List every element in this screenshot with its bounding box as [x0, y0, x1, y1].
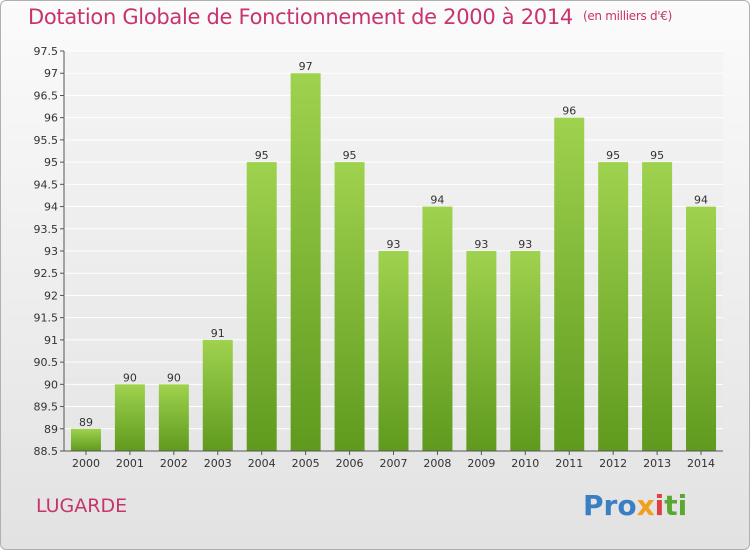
data-label: 94: [430, 194, 444, 207]
y-tick-label: 94.5: [34, 178, 59, 191]
y-tick-label: 95: [44, 156, 58, 169]
data-label: 96: [562, 105, 576, 118]
y-tick-label: 96: [44, 112, 58, 125]
y-tick-label: 88.5: [34, 445, 59, 458]
x-tick-label: 2007: [380, 457, 408, 470]
bar: [642, 162, 673, 451]
x-tick-label: 2013: [643, 457, 671, 470]
data-label: 93: [387, 238, 401, 251]
x-tick-label: 2000: [72, 457, 100, 470]
title-text: Dotation Globale de Fonctionnement de 20…: [28, 5, 573, 29]
chart-title: Dotation Globale de Fonctionnement de 20…: [28, 5, 672, 29]
data-label: 93: [518, 238, 532, 251]
data-label: 95: [343, 149, 357, 162]
bar: [554, 117, 585, 452]
bar: [466, 251, 497, 451]
y-tick-label: 93: [44, 245, 58, 258]
y-tick-label: 92.5: [34, 267, 59, 280]
x-tick-label: 2010: [511, 457, 539, 470]
data-label: 90: [167, 371, 181, 384]
x-tick-label: 2014: [687, 457, 715, 470]
x-tick-label: 2006: [336, 457, 364, 470]
y-tick-label: 89.5: [34, 401, 59, 414]
bar: [114, 384, 145, 451]
bar: [686, 206, 717, 451]
y-tick-label: 91: [44, 334, 58, 347]
data-label: 95: [255, 149, 269, 162]
data-label: 95: [650, 149, 664, 162]
bar: [510, 251, 541, 451]
bar: [378, 251, 409, 451]
bar: [290, 73, 321, 451]
y-tick-label: 91.5: [34, 312, 59, 325]
y-tick-label: 94: [44, 201, 58, 214]
y-tick-label: 97.5: [34, 45, 59, 58]
x-tick-label: 2008: [423, 457, 451, 470]
bar: [334, 162, 365, 451]
proxiti-logo: Proxiti: [583, 489, 688, 522]
x-tick-label: 2001: [116, 457, 144, 470]
x-tick-label: 2009: [467, 457, 495, 470]
data-label: 95: [606, 149, 620, 162]
x-tick-label: 2003: [204, 457, 232, 470]
y-tick-label: 89: [44, 423, 58, 436]
bar: [70, 428, 101, 451]
data-label: 90: [123, 371, 137, 384]
bar: [598, 162, 629, 451]
y-tick-label: 90.5: [34, 356, 59, 369]
y-tick-label: 95.5: [34, 134, 59, 147]
bar: [202, 339, 233, 451]
data-label: 89: [79, 416, 93, 429]
y-tick-label: 97: [44, 67, 58, 80]
bar: [422, 206, 453, 451]
bar: [158, 384, 189, 451]
data-label: 97: [299, 60, 313, 73]
x-tick-label: 2012: [599, 457, 627, 470]
commune-name: LUGARDE: [36, 495, 128, 517]
unit-note: (en milliers d'€): [582, 9, 672, 23]
x-tick-label: 2005: [292, 457, 320, 470]
data-label: 93: [474, 238, 488, 251]
data-label: 91: [211, 327, 225, 340]
data-label: 94: [694, 194, 708, 207]
y-tick-label: 96.5: [34, 89, 59, 102]
x-tick-label: 2002: [160, 457, 188, 470]
y-tick-label: 92: [44, 289, 58, 302]
x-tick-label: 2011: [555, 457, 583, 470]
y-tick-label: 93.5: [34, 223, 59, 236]
bar: [246, 162, 277, 451]
y-tick-label: 90: [44, 378, 58, 391]
x-tick-label: 2004: [248, 457, 276, 470]
